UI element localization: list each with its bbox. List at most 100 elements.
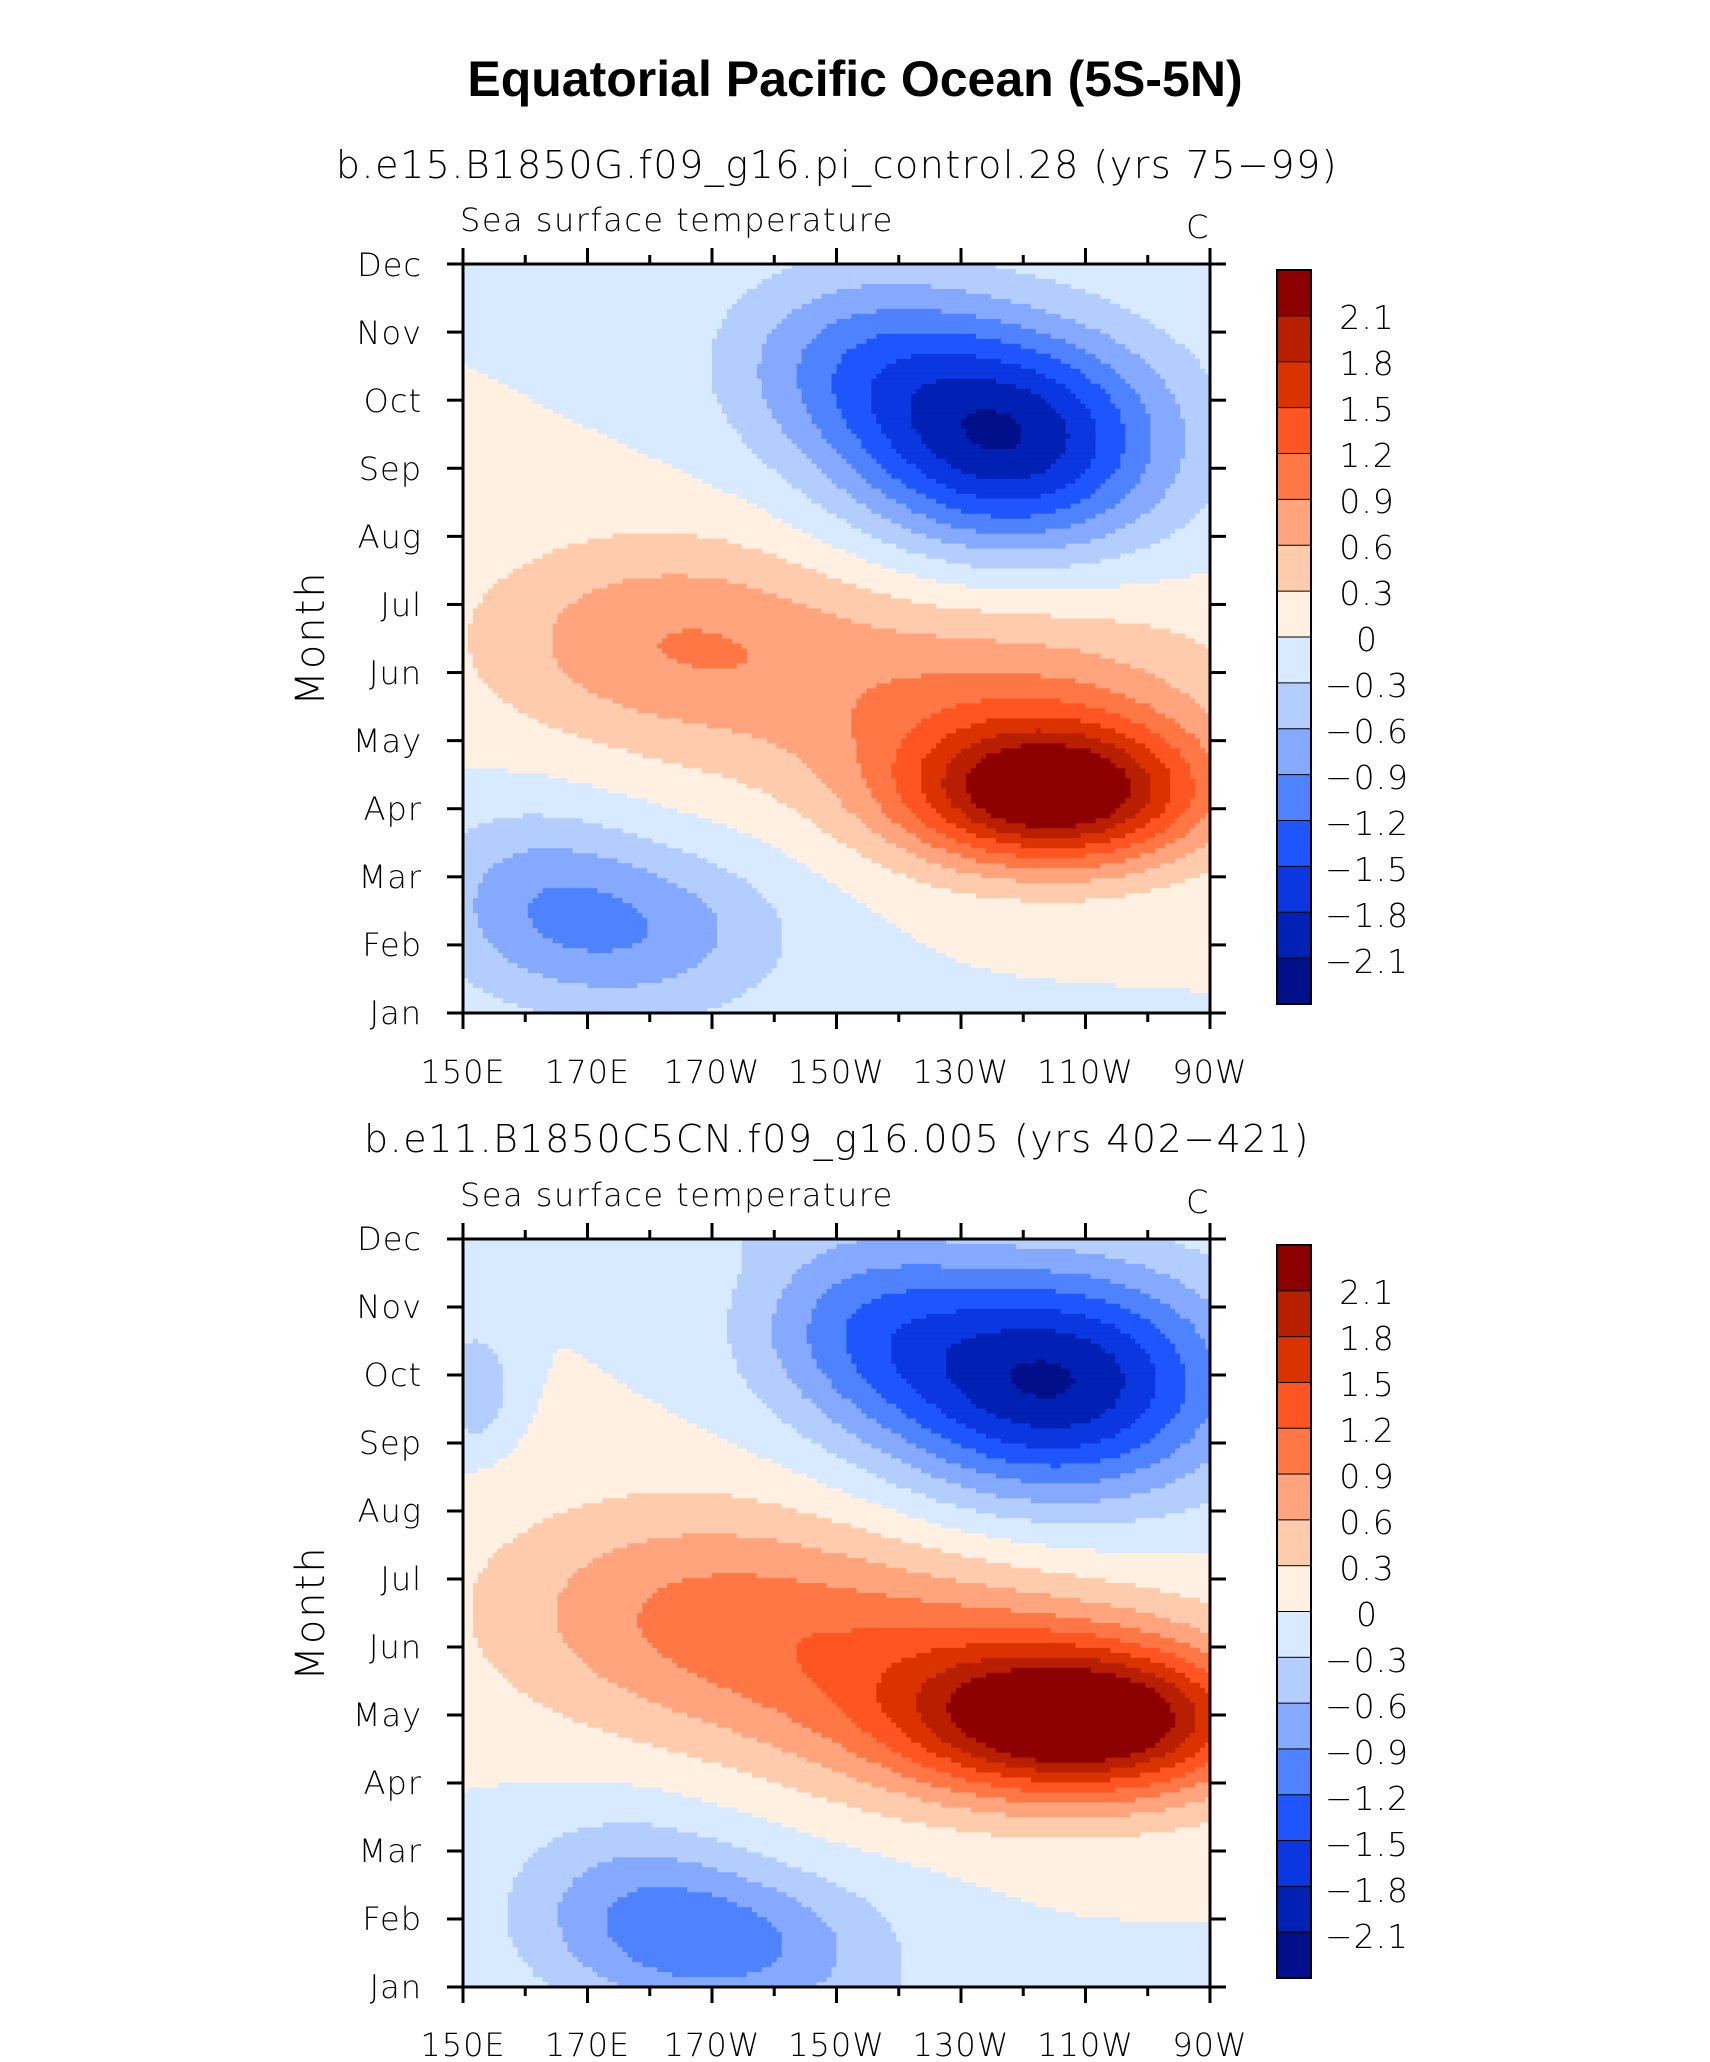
- contour-cell: [1010, 413, 1062, 420]
- contour-cell: [776, 743, 858, 749]
- contour-cell: [572, 1877, 748, 1883]
- contour-cell: [677, 1662, 803, 1669]
- contour-cell: [891, 1922, 1210, 1928]
- contour-cell: [975, 1428, 1121, 1435]
- contour-cell: [985, 1453, 1121, 1460]
- contour-cell: [821, 293, 992, 300]
- contour-cell: [463, 1882, 514, 1888]
- contour-cell: [1095, 1632, 1161, 1639]
- contour-cell: [712, 908, 778, 914]
- contour-cell: [926, 443, 982, 450]
- contour-cell: [861, 1373, 902, 1380]
- contour-cell: [861, 1408, 902, 1415]
- contour-cell: [1155, 1687, 1181, 1694]
- contour-cell: [1175, 1448, 1210, 1455]
- contour-cell: [607, 1932, 783, 1938]
- contour-cell: [492, 1553, 604, 1559]
- panel-0-variable-label: Sea surface temperature: [460, 201, 894, 239]
- contour-cell: [876, 308, 942, 315]
- contour-cell: [532, 1972, 599, 1978]
- contour-cell: [831, 383, 872, 390]
- contour-cell: [886, 1742, 922, 1749]
- contour-cell: [482, 988, 748, 994]
- contour-cell: [512, 1682, 618, 1689]
- contour-cell: [886, 813, 917, 819]
- contour-cell: [931, 1473, 997, 1479]
- contour-cell: [712, 358, 763, 365]
- contour-cell: [637, 983, 758, 989]
- colorbar-swatch: [1276, 1840, 1312, 1888]
- contour-cell: [517, 1947, 569, 1953]
- contour-cell: [921, 783, 942, 789]
- contour-cell: [921, 1543, 1047, 1549]
- contour-cell: [786, 853, 862, 859]
- contour-cell: [1055, 1393, 1121, 1400]
- contour-cell: [776, 1413, 828, 1420]
- contour-cell: [726, 418, 778, 425]
- contour-cell: [866, 1413, 907, 1420]
- contour-cell: [1145, 403, 1181, 410]
- contour-cell: [961, 1877, 1210, 1883]
- contour-cell: [1160, 1458, 1210, 1464]
- contour-cell: [716, 918, 783, 924]
- contour-cell: [771, 968, 992, 974]
- contour-cell: [1155, 503, 1206, 510]
- contour-cell: [926, 553, 1121, 560]
- contour-cell: [931, 1573, 1077, 1579]
- contour-cell: [1135, 548, 1210, 555]
- contour-cell: [492, 1418, 534, 1425]
- contour-cell: [557, 1608, 643, 1614]
- panel-1-colorbar-frame: [1276, 1244, 1312, 1979]
- contour-cell: [1110, 473, 1141, 480]
- contour-cell: [463, 953, 504, 959]
- contour-cell: [871, 1782, 932, 1789]
- contour-cell: [1115, 403, 1146, 410]
- contour-cell: [463, 1433, 524, 1440]
- contour-cell: [463, 868, 489, 874]
- contour-cell: [463, 1902, 509, 1908]
- contour-cell: [916, 1697, 952, 1704]
- panel-1-ytick-dec: Dec: [357, 1220, 422, 1258]
- contour-cell: [707, 903, 773, 909]
- contour-cell: [463, 593, 484, 600]
- contour-cell: [781, 1747, 848, 1754]
- contour-cell: [463, 298, 738, 305]
- contour-cell: [463, 1493, 628, 1499]
- contour-cell: [936, 948, 1210, 954]
- contour-cell: [662, 978, 763, 984]
- contour-cell: [851, 1493, 927, 1499]
- contour-cell: [821, 328, 1037, 335]
- contour-cell: [975, 1488, 1151, 1494]
- contour-cell: [647, 1598, 922, 1604]
- contour-cell: [781, 848, 858, 854]
- contour-cell: [463, 1692, 529, 1699]
- contour-cell: [861, 853, 917, 859]
- contour-cell: [956, 1687, 1156, 1694]
- contour-cell: [1065, 438, 1097, 445]
- contour-cell: [736, 428, 783, 435]
- contour-cell: [652, 1593, 887, 1599]
- contour-cell: [1145, 743, 1171, 749]
- contour-cell: [746, 783, 828, 789]
- contour-cell: [946, 1702, 1171, 1709]
- contour-cell: [463, 1772, 753, 1779]
- contour-cell: [1160, 813, 1181, 819]
- contour-cell: [502, 1398, 539, 1405]
- contour-cell: [547, 1842, 733, 1848]
- contour-cell: [995, 1413, 1102, 1420]
- contour-cell: [766, 398, 803, 405]
- contour-cell: [836, 1882, 977, 1888]
- contour-cell: [901, 1982, 1210, 1987]
- contour-cell: [497, 1413, 534, 1420]
- contour-cell: [731, 1298, 778, 1305]
- contour-cell: [861, 768, 892, 774]
- contour-cell: [463, 853, 514, 859]
- contour-cell: [721, 633, 937, 640]
- contour-cell: [617, 1732, 743, 1739]
- contour-cell: [1050, 1593, 1181, 1599]
- contour-cell: [507, 1917, 559, 1923]
- contour-cell: [1090, 493, 1126, 500]
- contour-cell: [911, 1318, 1102, 1325]
- contour-cell: [1125, 428, 1151, 435]
- contour-cell: [926, 823, 957, 829]
